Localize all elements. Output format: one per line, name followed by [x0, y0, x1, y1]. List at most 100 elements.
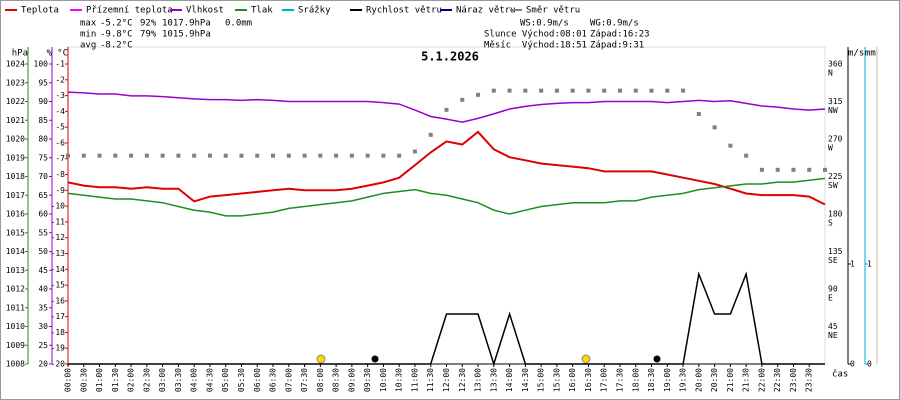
direction-dot	[491, 88, 496, 93]
pct-axis-title: %	[47, 49, 53, 59]
x-tick-label: 23:30	[805, 368, 814, 392]
pct-tick-label: 100	[34, 60, 49, 69]
x-tick-label: 17:00	[600, 368, 609, 392]
x-tick-label: 20:30	[710, 368, 719, 392]
temp-tick-label: -12	[51, 233, 66, 242]
legend-label: Vlhkost	[186, 6, 224, 16]
direction-dot	[381, 153, 386, 158]
legend-label: Směr větru	[526, 6, 580, 16]
direction-dot	[649, 88, 654, 93]
legend-label: Srážky	[298, 6, 331, 16]
direction-dot	[712, 125, 717, 130]
pct-tick-label: 65	[38, 191, 48, 200]
dir-tick-label: 360	[828, 60, 843, 69]
compass-label: NE	[828, 331, 838, 340]
direction-dot	[791, 167, 796, 172]
x-tick-label: 17:30	[615, 368, 624, 392]
direction-dot	[349, 153, 354, 158]
temp-tick-label: -7	[55, 154, 65, 163]
chart-title: 5.1.2026	[421, 50, 479, 64]
temp-tick-label: -4	[55, 107, 65, 116]
direction-dot	[176, 153, 181, 158]
pct-tick-label: 30	[38, 322, 48, 331]
temp-tick-label: -9	[55, 186, 65, 195]
mm-tick-label: 0	[867, 360, 872, 369]
direction-dot	[271, 153, 276, 158]
legend-label: Tlak	[251, 6, 273, 16]
mm-axis-title: mm	[865, 49, 876, 59]
info-wg: WG:0.9m/s	[590, 19, 639, 29]
dir-tick-label: 225	[828, 172, 843, 181]
compass-label: NW	[828, 106, 838, 115]
stat-label: min	[80, 30, 96, 40]
direction-dot	[144, 153, 149, 158]
direction-dot	[554, 88, 559, 93]
compass-label: E	[828, 294, 833, 303]
stat-hum: 79%	[140, 30, 157, 40]
temp-tick-label: -5	[55, 123, 65, 132]
x-tick-label: 04:30	[205, 368, 214, 392]
x-tick-label: 22:30	[773, 368, 782, 392]
info-sun: Slunce Východ:08:01	[484, 30, 587, 40]
direction-dot	[539, 88, 544, 93]
hpa-tick-label: 1021	[6, 116, 25, 125]
temp-tick-label: -18	[51, 328, 66, 337]
pct-tick-label: 25	[38, 341, 48, 350]
temp-tick-label: -14	[51, 265, 66, 274]
x-tick-label: 02:00	[127, 368, 136, 392]
stat-rain: 0.0mm	[225, 19, 252, 29]
ms-tick-label: 0	[850, 360, 855, 369]
direction-dot	[129, 153, 134, 158]
direction-dot	[255, 153, 260, 158]
hpa-tick-label: 1010	[6, 322, 25, 331]
mm-tick-label: 1	[867, 260, 872, 269]
pct-tick-label: 50	[38, 247, 48, 256]
x-tick-label: 19:00	[663, 368, 672, 392]
hpa-tick-label: 1019	[6, 153, 25, 162]
stat-temp: -9.8°C	[100, 30, 133, 40]
x-tick-label: 16:00	[568, 368, 577, 392]
direction-dot	[507, 88, 512, 93]
temp-tick-label: -6	[55, 138, 65, 147]
x-tick-label: 05:30	[237, 368, 246, 392]
compass-label: W	[828, 144, 833, 153]
direction-dot	[807, 167, 812, 172]
hpa-axis-title: hPa	[12, 49, 28, 59]
legend-label: Teplota	[21, 6, 59, 16]
info-ws: WS:0.9m/s	[520, 19, 569, 29]
x-tick-label: 06:00	[253, 368, 262, 392]
x-tick-label: 21:00	[726, 368, 735, 392]
compass-label: S	[828, 219, 833, 228]
pct-tick-label: 95	[38, 78, 48, 87]
direction-dot	[286, 153, 291, 158]
x-tick-label: 00:00	[64, 368, 73, 392]
x-axis-label: čas	[832, 369, 848, 380]
moonset-icon	[371, 355, 379, 363]
pct-tick-label: 90	[38, 97, 48, 106]
direction-dot	[728, 143, 733, 148]
temp-axis-title: °C	[57, 49, 68, 59]
x-tick-label: 09:30	[363, 368, 372, 392]
x-tick-label: 02:30	[142, 368, 151, 392]
direction-dot	[823, 167, 827, 172]
hpa-tick-label: 1014	[6, 247, 25, 256]
direction-dot	[681, 88, 686, 93]
x-tick-label: 19:30	[679, 368, 688, 392]
direction-dot	[97, 153, 102, 158]
dir-tick-label: 135	[828, 247, 843, 256]
x-tick-label: 14:00	[505, 368, 514, 392]
x-tick-label: 21:30	[742, 368, 751, 392]
pct-tick-label: 35	[38, 303, 48, 312]
direction-dot	[759, 167, 764, 172]
direction-dot	[207, 153, 212, 158]
compass-label: SW	[828, 181, 838, 190]
hpa-tick-label: 1012	[6, 285, 25, 294]
hpa-tick-label: 1016	[6, 210, 25, 219]
stat-temp: -5.2°C	[100, 19, 133, 29]
hpa-tick-label: 1023	[6, 78, 25, 87]
pct-tick-label: 45	[38, 266, 48, 275]
pct-tick-label: 80	[38, 135, 48, 144]
x-tick-label: 15:00	[537, 368, 546, 392]
